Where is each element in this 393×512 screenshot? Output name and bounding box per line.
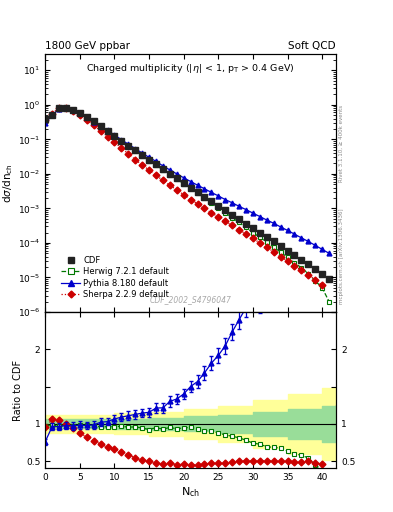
Text: Charged multiplicity ($|\eta|$ < 1, p$_\mathregular{T}$ > 0.4 GeV): Charged multiplicity ($|\eta|$ < 1, p$_\… bbox=[86, 61, 295, 75]
Text: Rivet 3.1.10, ≥ 400k events: Rivet 3.1.10, ≥ 400k events bbox=[339, 105, 344, 182]
Y-axis label: Ratio to CDF: Ratio to CDF bbox=[13, 359, 23, 421]
Text: 1800 GeV ppbar: 1800 GeV ppbar bbox=[45, 41, 130, 51]
Text: CDF_2002_S4796047: CDF_2002_S4796047 bbox=[150, 295, 231, 304]
X-axis label: N$_{\rm ch}$: N$_{\rm ch}$ bbox=[181, 485, 200, 499]
Y-axis label: d$\sigma$/dn$_{\rm ch}$: d$\sigma$/dn$_{\rm ch}$ bbox=[1, 163, 15, 203]
Text: Soft QCD: Soft QCD bbox=[288, 41, 336, 51]
Legend: CDF, Herwig 7.2.1 default, Pythia 8.180 default, Sherpa 2.2.9 default: CDF, Herwig 7.2.1 default, Pythia 8.180 … bbox=[58, 252, 172, 303]
Text: mcplots.cern.ch [arXiv:1306.3436]: mcplots.cern.ch [arXiv:1306.3436] bbox=[339, 208, 344, 304]
